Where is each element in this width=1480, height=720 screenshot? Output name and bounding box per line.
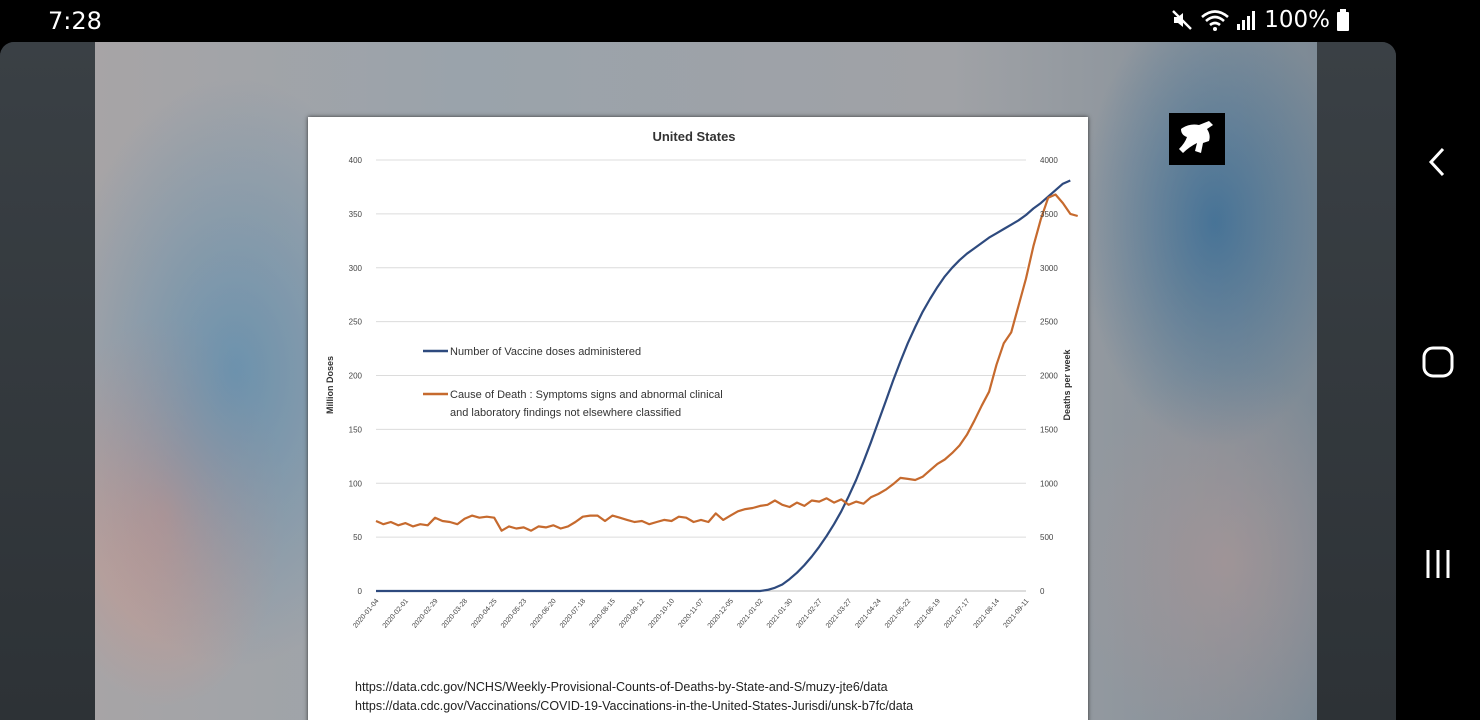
legend-label-deaths-line1: Cause of Death : Symptoms signs and abno… — [450, 389, 723, 401]
dual-axis-line-chart: United States Million Doses Deaths per w… — [325, 129, 1079, 630]
x-tick-label: 2020-04-25 — [470, 598, 498, 630]
y-tick-right: 3500 — [1040, 210, 1058, 219]
legend-label-deaths-line2: and laboratory findings not elsewhere cl… — [450, 407, 681, 419]
video-player[interactable]: United States Million Doses Deaths per w… — [0, 42, 1396, 720]
source-link-vaccinations: https://data.cdc.gov/Vaccinations/COVID-… — [355, 699, 914, 713]
x-tick-label: 2021-01-02 — [736, 598, 764, 630]
signal-icon — [1237, 11, 1256, 30]
y-axis-label-left: Million Doses — [325, 356, 335, 414]
battery-percent: 100% — [1264, 7, 1330, 33]
chart-title: United States — [652, 129, 735, 144]
wifi-icon — [1201, 10, 1230, 31]
y-tick-left: 400 — [349, 156, 363, 165]
y-tick-left: 350 — [349, 210, 363, 219]
x-tick-label: 2021-05-22 — [884, 598, 912, 630]
x-tick-label: 2020-06-20 — [529, 598, 557, 630]
y-tick-right: 1000 — [1040, 479, 1058, 488]
x-tick-label: 2021-06-19 — [914, 598, 942, 630]
video-letterbox-right — [1317, 42, 1396, 720]
x-tick-label: 2021-07-17 — [943, 598, 971, 630]
series-line-deaths — [375, 193, 1079, 532]
y-tick-left: 50 — [353, 533, 362, 542]
x-tick-label: 2021-03-27 — [825, 598, 853, 630]
status-bar: 7:28 100% — [0, 0, 1480, 42]
x-tick-label: 2020-02-29 — [411, 598, 439, 630]
x-tick-label: 2020-10-10 — [648, 598, 676, 630]
source-link-deaths: https://data.cdc.gov/NCHS/Weekly-Provisi… — [355, 680, 888, 694]
chevron-left-icon[interactable] — [1416, 140, 1460, 184]
x-tick-label: 2021-09-11 — [1002, 598, 1030, 630]
channel-logo — [1169, 113, 1225, 165]
x-tick-label: 2020-05-23 — [500, 598, 528, 630]
mute-icon — [1172, 10, 1193, 30]
x-tick-label: 2020-12-05 — [707, 598, 735, 630]
y-tick-right: 500 — [1040, 533, 1054, 542]
x-tick-label: 2020-03-28 — [441, 598, 469, 630]
y-tick-left: 200 — [349, 372, 363, 381]
x-tick-label: 2020-09-12 — [618, 598, 646, 630]
x-tick-label: 2021-02-27 — [795, 598, 823, 630]
home-icon[interactable] — [1416, 340, 1460, 384]
y-tick-left: 300 — [349, 264, 363, 273]
recents-icon[interactable] — [1416, 542, 1460, 586]
y-tick-right: 3000 — [1040, 264, 1058, 273]
chart-slide: United States Million Doses Deaths per w… — [308, 117, 1088, 720]
y-tick-right: 2500 — [1040, 318, 1058, 327]
x-tick-label: 2021-01-30 — [766, 598, 794, 630]
x-tick-label: 2020-02-01 — [382, 598, 410, 630]
y-tick-right: 4000 — [1040, 156, 1058, 165]
x-tick-label: 2020-08-15 — [589, 598, 617, 630]
navigation-bar — [1396, 42, 1480, 720]
x-tick-label: 2021-04-24 — [854, 598, 882, 630]
x-tick-label: 2020-11-07 — [677, 598, 705, 630]
status-time: 7:28 — [48, 7, 102, 35]
y-tick-right: 2000 — [1040, 372, 1058, 381]
bull-logo-icon — [1179, 121, 1213, 153]
y-tick-left: 150 — [349, 425, 363, 434]
video-letterbox-left — [0, 42, 95, 720]
y-tick-left: 0 — [358, 587, 363, 596]
chart-legend: Number of Vaccine doses administered Cau… — [423, 346, 723, 419]
y-tick-right: 0 — [1040, 587, 1045, 596]
x-tick-label: 2020-07-18 — [559, 598, 587, 630]
y-axis-label-right: Deaths per week — [1062, 348, 1072, 420]
y-tick-left: 100 — [349, 479, 363, 488]
x-tick-label: 2020-01-04 — [352, 598, 380, 630]
x-tick-label: 2021-08-14 — [973, 598, 1001, 630]
legend-label-vaccine: Number of Vaccine doses administered — [450, 346, 641, 358]
battery-icon — [1337, 9, 1349, 31]
status-icons: 100% — [1170, 7, 1350, 33]
y-tick-left: 250 — [349, 318, 363, 327]
y-tick-right: 1500 — [1040, 425, 1058, 434]
series-line-vaccine-doses — [376, 179, 1071, 593]
